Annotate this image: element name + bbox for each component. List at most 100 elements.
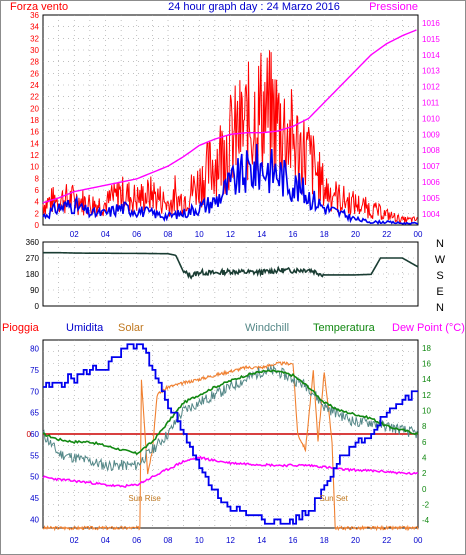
x-tick-label: 18: [320, 536, 329, 545]
y-tick-wind: 36: [30, 11, 39, 20]
y-tick-wind: 14: [30, 139, 39, 148]
y-tick-wind: 12: [30, 151, 39, 160]
x-tick-label: 00: [414, 536, 423, 545]
y-tick-temperature: 8: [422, 422, 427, 431]
y-tick-temperature: -4: [422, 516, 430, 525]
y-tick-pressure: 1009: [422, 130, 440, 139]
series-humidity: [43, 343, 418, 525]
y-tick-humidity: 65: [30, 409, 39, 418]
y-tick-pressure: 1015: [422, 35, 440, 44]
x-tick-label: 16: [289, 536, 298, 545]
x-tick-label: 06: [132, 536, 141, 545]
y-tick-humidity: 60: [30, 430, 39, 439]
legend-dew-point: Dew Point (°C): [392, 322, 465, 334]
x-tick-label: 08: [164, 536, 173, 545]
x-tick-label: 06: [132, 230, 141, 239]
y-tick-wind: 10: [30, 163, 39, 172]
series-solar: [42, 361, 419, 532]
x-tick-label: 22: [382, 536, 391, 545]
series-gust: [42, 50, 418, 224]
y-tick-pressure: 1005: [422, 194, 440, 203]
x-tick-label: 00: [414, 230, 423, 239]
series-dewpoint: [42, 455, 419, 488]
y-tick-wind: 2: [35, 209, 40, 218]
y-tick-direction: 0: [35, 302, 40, 311]
y-tick-humidity: 75: [30, 366, 39, 375]
plot-layer: 0246810121416182022242628303234361004100…: [26, 11, 446, 545]
y-tick-humidity: 80: [30, 345, 39, 354]
y-tick-pressure: 1006: [422, 178, 440, 187]
y-tick-temperature: 0: [422, 485, 427, 494]
y-tick-pressure: 1010: [422, 114, 440, 123]
legend-windchill: Windchill: [245, 322, 289, 334]
compass-label: S: [436, 270, 443, 282]
y-tick-pressure: 1012: [422, 83, 440, 92]
header-title: 24 hour graph day : 24 Marzo 2016: [168, 1, 340, 13]
x-tick-label: 04: [101, 536, 110, 545]
y-tick-wind: 30: [30, 46, 39, 55]
y-tick-wind: 6: [35, 186, 40, 195]
compass-label: W: [435, 254, 446, 266]
annotation-sun-rise: Sun Rise: [128, 494, 161, 503]
header-left-label: Forza vento: [10, 1, 68, 13]
y-tick-temperature: 18: [422, 344, 431, 353]
legend-umidita: Umidita: [66, 322, 104, 334]
x-tick-label: 12: [226, 536, 235, 545]
y-tick-humidity: 45: [30, 494, 39, 503]
x-tick-label: 02: [70, 230, 79, 239]
annotation-sun-set: Sun Set: [319, 494, 348, 503]
x-tick-label: 16: [289, 230, 298, 239]
y-tick-direction: 270: [26, 254, 40, 263]
y-tick-pressure: 1014: [422, 51, 440, 60]
y-tick-temperature: 6: [422, 438, 427, 447]
header-right-label: Pressione: [369, 1, 418, 13]
y-tick-humidity: 40: [30, 515, 39, 524]
y-tick-temperature: 12: [422, 391, 431, 400]
y-tick-wind: 16: [30, 128, 39, 137]
y-tick-humidity: 50: [30, 473, 39, 482]
y-tick-wind: 20: [30, 104, 39, 113]
compass-label: N: [436, 302, 444, 314]
series-direction: [43, 251, 419, 280]
legend-pioggia: Pioggia: [2, 322, 40, 334]
x-tick-label: 04: [101, 230, 110, 239]
y-tick-wind: 8: [35, 174, 40, 183]
y-tick-wind: 0: [35, 221, 40, 230]
y-tick-direction: 90: [30, 286, 39, 295]
y-tick-temperature: 4: [422, 454, 427, 463]
y-tick-humidity: 55: [30, 451, 39, 460]
y-tick-direction: 360: [26, 238, 40, 247]
series-speed: [42, 143, 419, 225]
y-tick-pressure: 1013: [422, 67, 440, 76]
y-tick-wind: 28: [30, 58, 39, 67]
legend-solar: Solar: [118, 322, 144, 334]
compass-label: E: [436, 286, 443, 298]
x-tick-label: 22: [382, 230, 391, 239]
y-tick-wind: 26: [30, 69, 39, 78]
y-tick-wind: 32: [30, 34, 39, 43]
y-tick-temperature: 14: [422, 375, 431, 384]
y-tick-pressure: 1004: [422, 210, 440, 219]
y-tick-temperature: 16: [422, 360, 431, 369]
y-tick-direction: 180: [26, 270, 40, 279]
y-tick-wind: 24: [30, 81, 39, 90]
x-tick-label: 12: [226, 230, 235, 239]
x-tick-label: 18: [320, 230, 329, 239]
y-tick-wind: 4: [35, 198, 40, 207]
y-tick-pressure: 1016: [422, 19, 440, 28]
series-temperature: [42, 369, 419, 456]
y-tick-pressure: 1007: [422, 162, 440, 171]
series-windchill: [42, 364, 419, 473]
legend-temperatura: Temperatura: [313, 322, 376, 334]
x-tick-label: 10: [195, 536, 204, 545]
x-tick-label: 14: [257, 536, 266, 545]
y-tick-temperature: 10: [422, 407, 431, 416]
y-tick-pressure: 1011: [422, 99, 440, 108]
x-tick-label: 02: [70, 536, 79, 545]
x-tick-label: 08: [164, 230, 173, 239]
y-tick-temperature: 2: [422, 469, 427, 478]
x-tick-label: 20: [351, 536, 360, 545]
rain-zero-label: 0: [27, 430, 32, 439]
